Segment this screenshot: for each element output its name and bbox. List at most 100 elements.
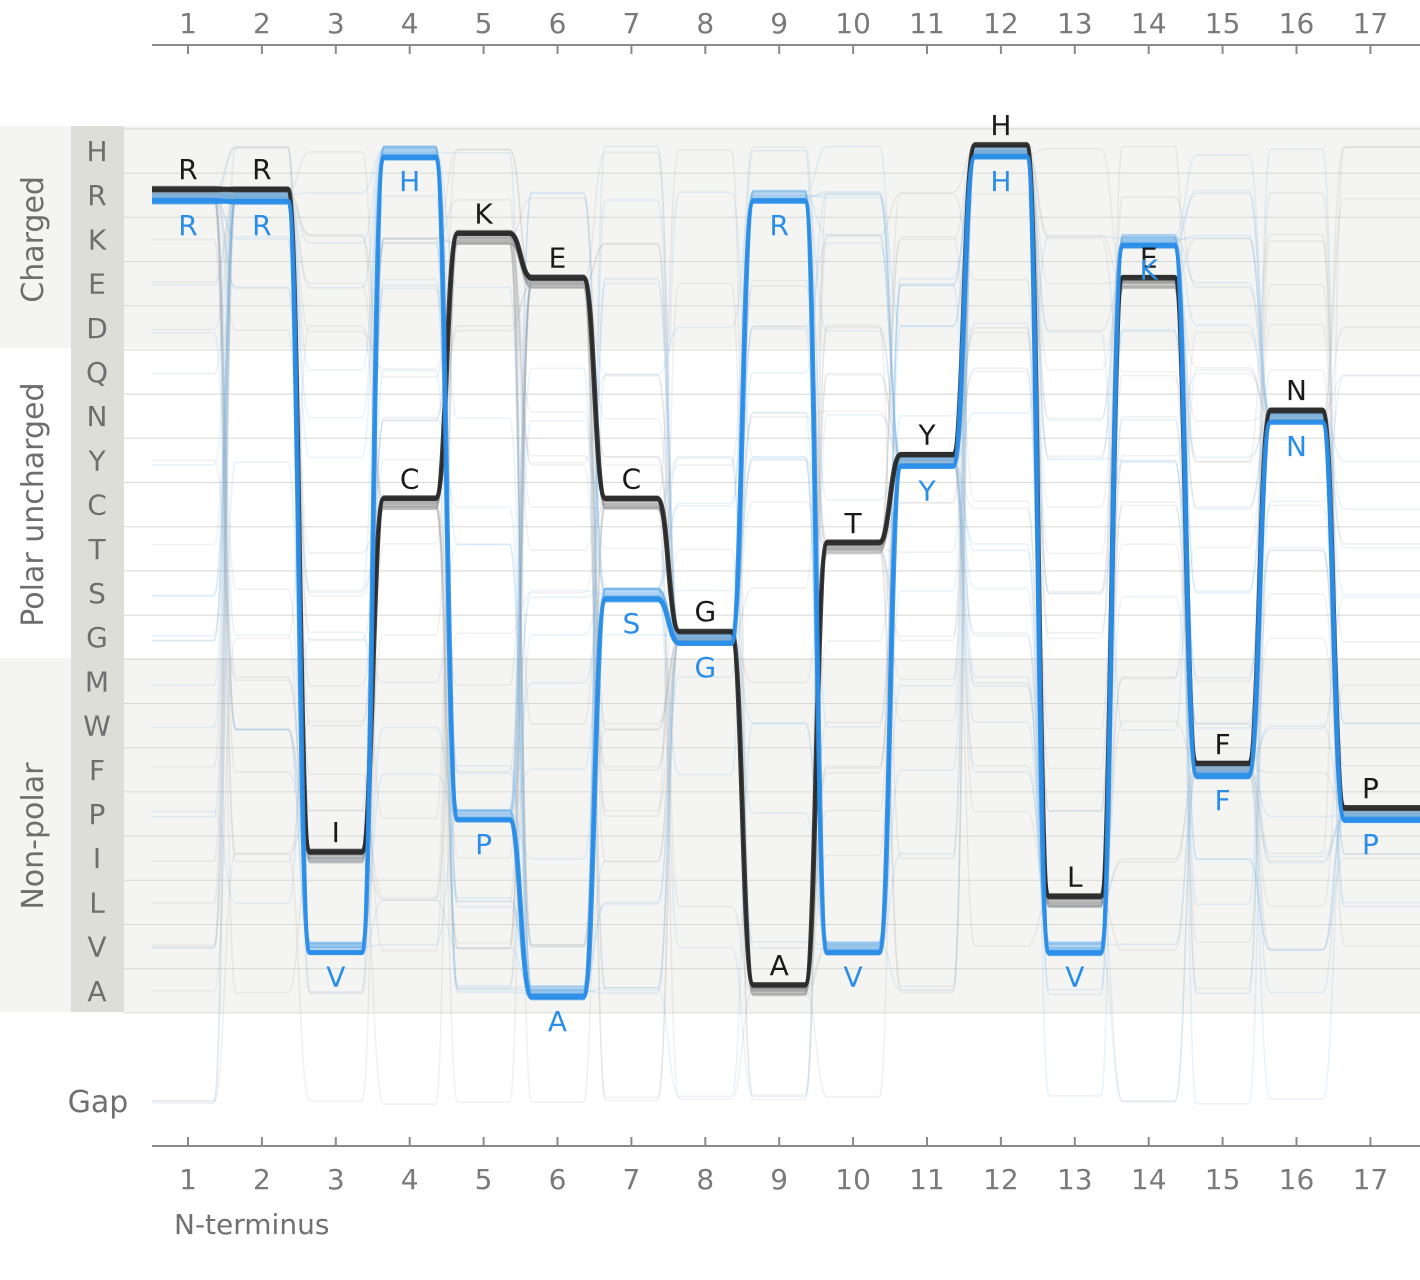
top-tick-label: 5 — [475, 7, 493, 40]
blue-residue-label: R — [178, 209, 197, 242]
blue-residue-label: V — [844, 961, 863, 994]
charged-band — [0, 126, 1420, 348]
row-label: S — [88, 577, 106, 610]
black-residue-label: C — [622, 463, 642, 496]
black-residue-label: F — [1215, 728, 1231, 761]
row-label: A — [87, 975, 106, 1008]
black-residue-label: H — [990, 109, 1011, 142]
bottom-tick-label: 4 — [401, 1163, 419, 1196]
bottom-tick-label: 13 — [1057, 1163, 1093, 1196]
blue-residue-label: H — [990, 165, 1011, 198]
black-residue-label: E — [1140, 242, 1158, 275]
variant-line — [152, 146, 1420, 1105]
blue-residue-label: K — [1140, 253, 1159, 286]
top-tick-label: 10 — [835, 7, 871, 40]
blue-residue-label: R — [769, 209, 788, 242]
bottom-tick-label: 5 — [475, 1163, 493, 1196]
top-tick-label: 2 — [253, 7, 271, 40]
black-residue-label: K — [474, 197, 493, 230]
gridlines — [124, 128, 1420, 1014]
row-label: W — [83, 710, 111, 743]
black-residue-label: T — [844, 507, 863, 540]
blue-residue-label: P — [1362, 828, 1379, 861]
bottom-tick-label: 10 — [835, 1163, 871, 1196]
bottom-tick-label: 11 — [909, 1163, 945, 1196]
blue-residue-label: G — [694, 651, 716, 684]
bottom-axis: 1 2 3 4 5 6 7 8 9 10 11 12 13 14 15 16 17 — [152, 1137, 1420, 1196]
top-tick-label: 4 — [401, 7, 419, 40]
top-axis: 1 2 3 4 5 6 7 8 9 10 11 12 13 14 15 16 17 — [152, 7, 1420, 54]
row-label: H — [86, 135, 107, 168]
black-residue-label: R — [178, 153, 197, 186]
black-residue-label: R — [252, 153, 271, 186]
x-axis-label: N-terminus — [174, 1208, 329, 1241]
row-label: G — [86, 621, 108, 654]
background-layer — [0, 126, 1420, 1012]
top-tick-label: 17 — [1353, 7, 1389, 40]
variant-line — [152, 146, 1420, 991]
top-tick-label: 16 — [1279, 7, 1315, 40]
row-label: R — [87, 179, 106, 212]
black-residue-label: P — [1362, 772, 1379, 805]
bottom-tick-label: 16 — [1279, 1163, 1315, 1196]
gap-label: Gap — [68, 1085, 129, 1120]
bottom-tick-label: 6 — [549, 1163, 567, 1196]
bottom-tick-label: 1 — [179, 1163, 197, 1196]
top-tick-label: 13 — [1057, 7, 1093, 40]
row-label: L — [89, 886, 105, 919]
black-residue-label: N — [1286, 374, 1307, 407]
bundle-lines — [152, 141, 1420, 1106]
black-residue-label: G — [694, 595, 716, 628]
row-label: Y — [87, 444, 106, 477]
row-label: Q — [86, 356, 108, 389]
blue-residue-label: V — [1065, 961, 1084, 994]
bottom-tick-label: 17 — [1353, 1163, 1389, 1196]
black-residue-label: A — [770, 949, 789, 982]
blue-residue-label: Y — [917, 474, 936, 507]
top-tick-label: 3 — [327, 7, 345, 40]
bottom-tick-label: 9 — [770, 1163, 788, 1196]
bottom-tick-label: 8 — [696, 1163, 714, 1196]
blue-residue-label: H — [399, 165, 420, 198]
bottom-tick-label: 14 — [1131, 1163, 1167, 1196]
top-tick-label: 7 — [622, 7, 640, 40]
black-residue-label: Y — [917, 418, 936, 451]
row-label-band — [71, 126, 124, 1012]
row-label: D — [86, 312, 108, 345]
bottom-tick-label: 2 — [253, 1163, 271, 1196]
group-labels: Charged Polar uncharged Non-polar — [16, 176, 51, 910]
bottom-tick-label: 12 — [983, 1163, 1019, 1196]
blue-residue-label: S — [623, 607, 641, 640]
group-label: Charged — [16, 176, 51, 303]
black-residue-label: L — [1067, 860, 1083, 893]
blue-residue-label: N — [1286, 430, 1307, 463]
row-label: I — [93, 842, 101, 875]
black-residue-label: E — [549, 242, 567, 275]
top-tick-label: 14 — [1131, 7, 1167, 40]
blue-residue-label: F — [1215, 784, 1231, 817]
variant-line — [152, 154, 1420, 1103]
top-tick-label: 11 — [909, 7, 945, 40]
row-label: V — [87, 931, 106, 964]
top-tick-label: 8 — [696, 7, 714, 40]
top-tick-label: 6 — [549, 7, 567, 40]
row-label: E — [88, 268, 106, 301]
black-residue-label: I — [332, 816, 340, 849]
black-residue-label: C — [400, 463, 420, 496]
group-label: Non-polar — [16, 762, 51, 910]
row-label: P — [89, 798, 106, 831]
top-tick-label: 12 — [983, 7, 1019, 40]
row-label: T — [87, 533, 106, 566]
nonpolar-band — [0, 658, 1420, 1012]
bottom-tick-label: 15 — [1205, 1163, 1241, 1196]
group-label: Polar uncharged — [16, 382, 51, 626]
row-label: C — [87, 489, 107, 522]
top-tick-label: 1 — [179, 7, 197, 40]
bottom-tick-label: 3 — [327, 1163, 345, 1196]
row-label: F — [89, 754, 105, 787]
bottom-tick-label: 7 — [622, 1163, 640, 1196]
blue-residue-label: A — [548, 1005, 567, 1038]
